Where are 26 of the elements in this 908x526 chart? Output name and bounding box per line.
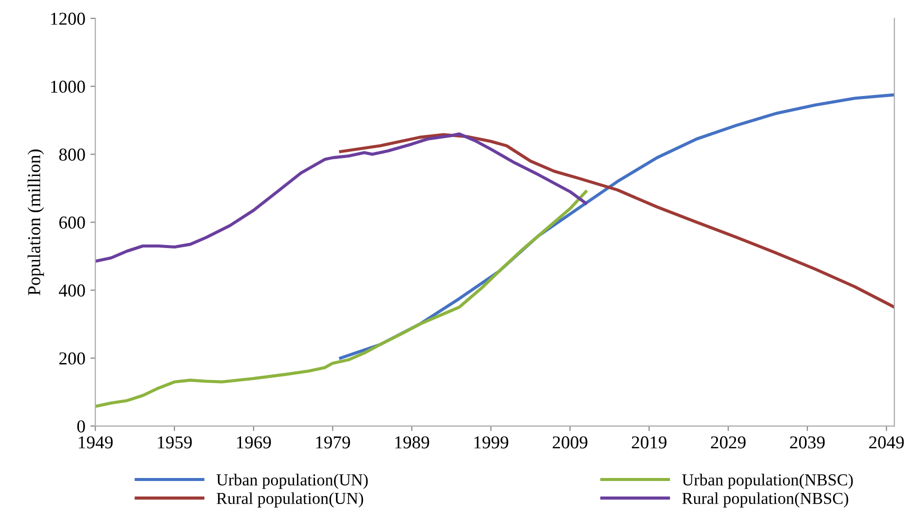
x-tick-label: 1989 — [395, 436, 430, 448]
x-tick-label: 2039 — [790, 436, 825, 448]
x-tick-label: 1969 — [237, 436, 271, 448]
line-series — [95, 132, 588, 263]
x-tick-label: 1999 — [474, 436, 508, 448]
y-tick-label: 1200 — [51, 12, 85, 25]
x-tick-label: 2049 — [869, 436, 904, 448]
x-tick-label: 1979 — [316, 436, 350, 448]
y-tick-label: 400 — [58, 284, 85, 297]
x-tick-label: 1959 — [158, 436, 192, 448]
y-tick-label: 0 — [77, 420, 85, 432]
legend-label: Rural population(UN) — [216, 492, 364, 508]
legend-label: Urban population(NBSC) — [682, 474, 853, 489]
y-tick-label: 200 — [59, 352, 85, 365]
x-tick-label: 1949 — [78, 436, 113, 448]
x-tick-label: 2009 — [552, 436, 588, 448]
y-tick-label: 600 — [59, 216, 85, 229]
x-tick-label: 2029 — [710, 436, 746, 448]
line-series — [95, 190, 588, 408]
y-tick-label: 800 — [59, 148, 85, 161]
y-axis-title: Population (million) — [28, 150, 44, 296]
legend-label: Rural population(NBSC) — [682, 492, 848, 508]
y-tick-label: 1000 — [51, 80, 85, 93]
legend-label: Urban population(UN) — [216, 474, 368, 489]
x-tick-label: 2019 — [632, 436, 666, 448]
line-series — [339, 133, 894, 309]
